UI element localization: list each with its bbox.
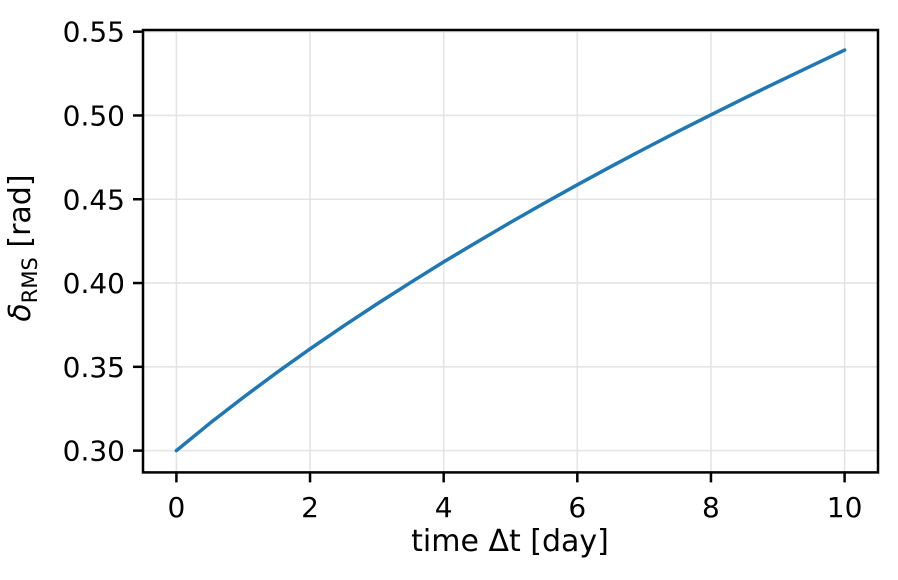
y-tick-label: 0.45 [63,183,125,216]
y-tick-label: 0.30 [63,435,125,468]
label-layer: time Δt [day] δRMS [rad] [3,174,609,559]
x-axis-label: time Δt [day] [411,524,609,559]
y-tick-label: 0.50 [63,99,125,132]
y-tick-label: 0.55 [63,16,125,49]
grid-layer [143,30,878,473]
y-tick-label: 0.40 [63,267,125,300]
y-tick-label: 0.35 [63,351,125,384]
x-tick-label: 4 [435,491,453,524]
x-tick-label: 10 [827,491,863,524]
tick-layer: 0 2 4 6 8 10 0.30 0.35 0.40 0.45 0.50 0.55 [63,16,863,524]
x-tick-label: 6 [568,491,586,524]
x-tick-label: 0 [167,491,185,524]
data-line [174,48,847,453]
plot-area [141,28,880,474]
x-tick-label: 8 [702,491,720,524]
y-axis-label: δRMS [rad] [3,174,42,321]
x-tick-label: 2 [301,491,319,524]
